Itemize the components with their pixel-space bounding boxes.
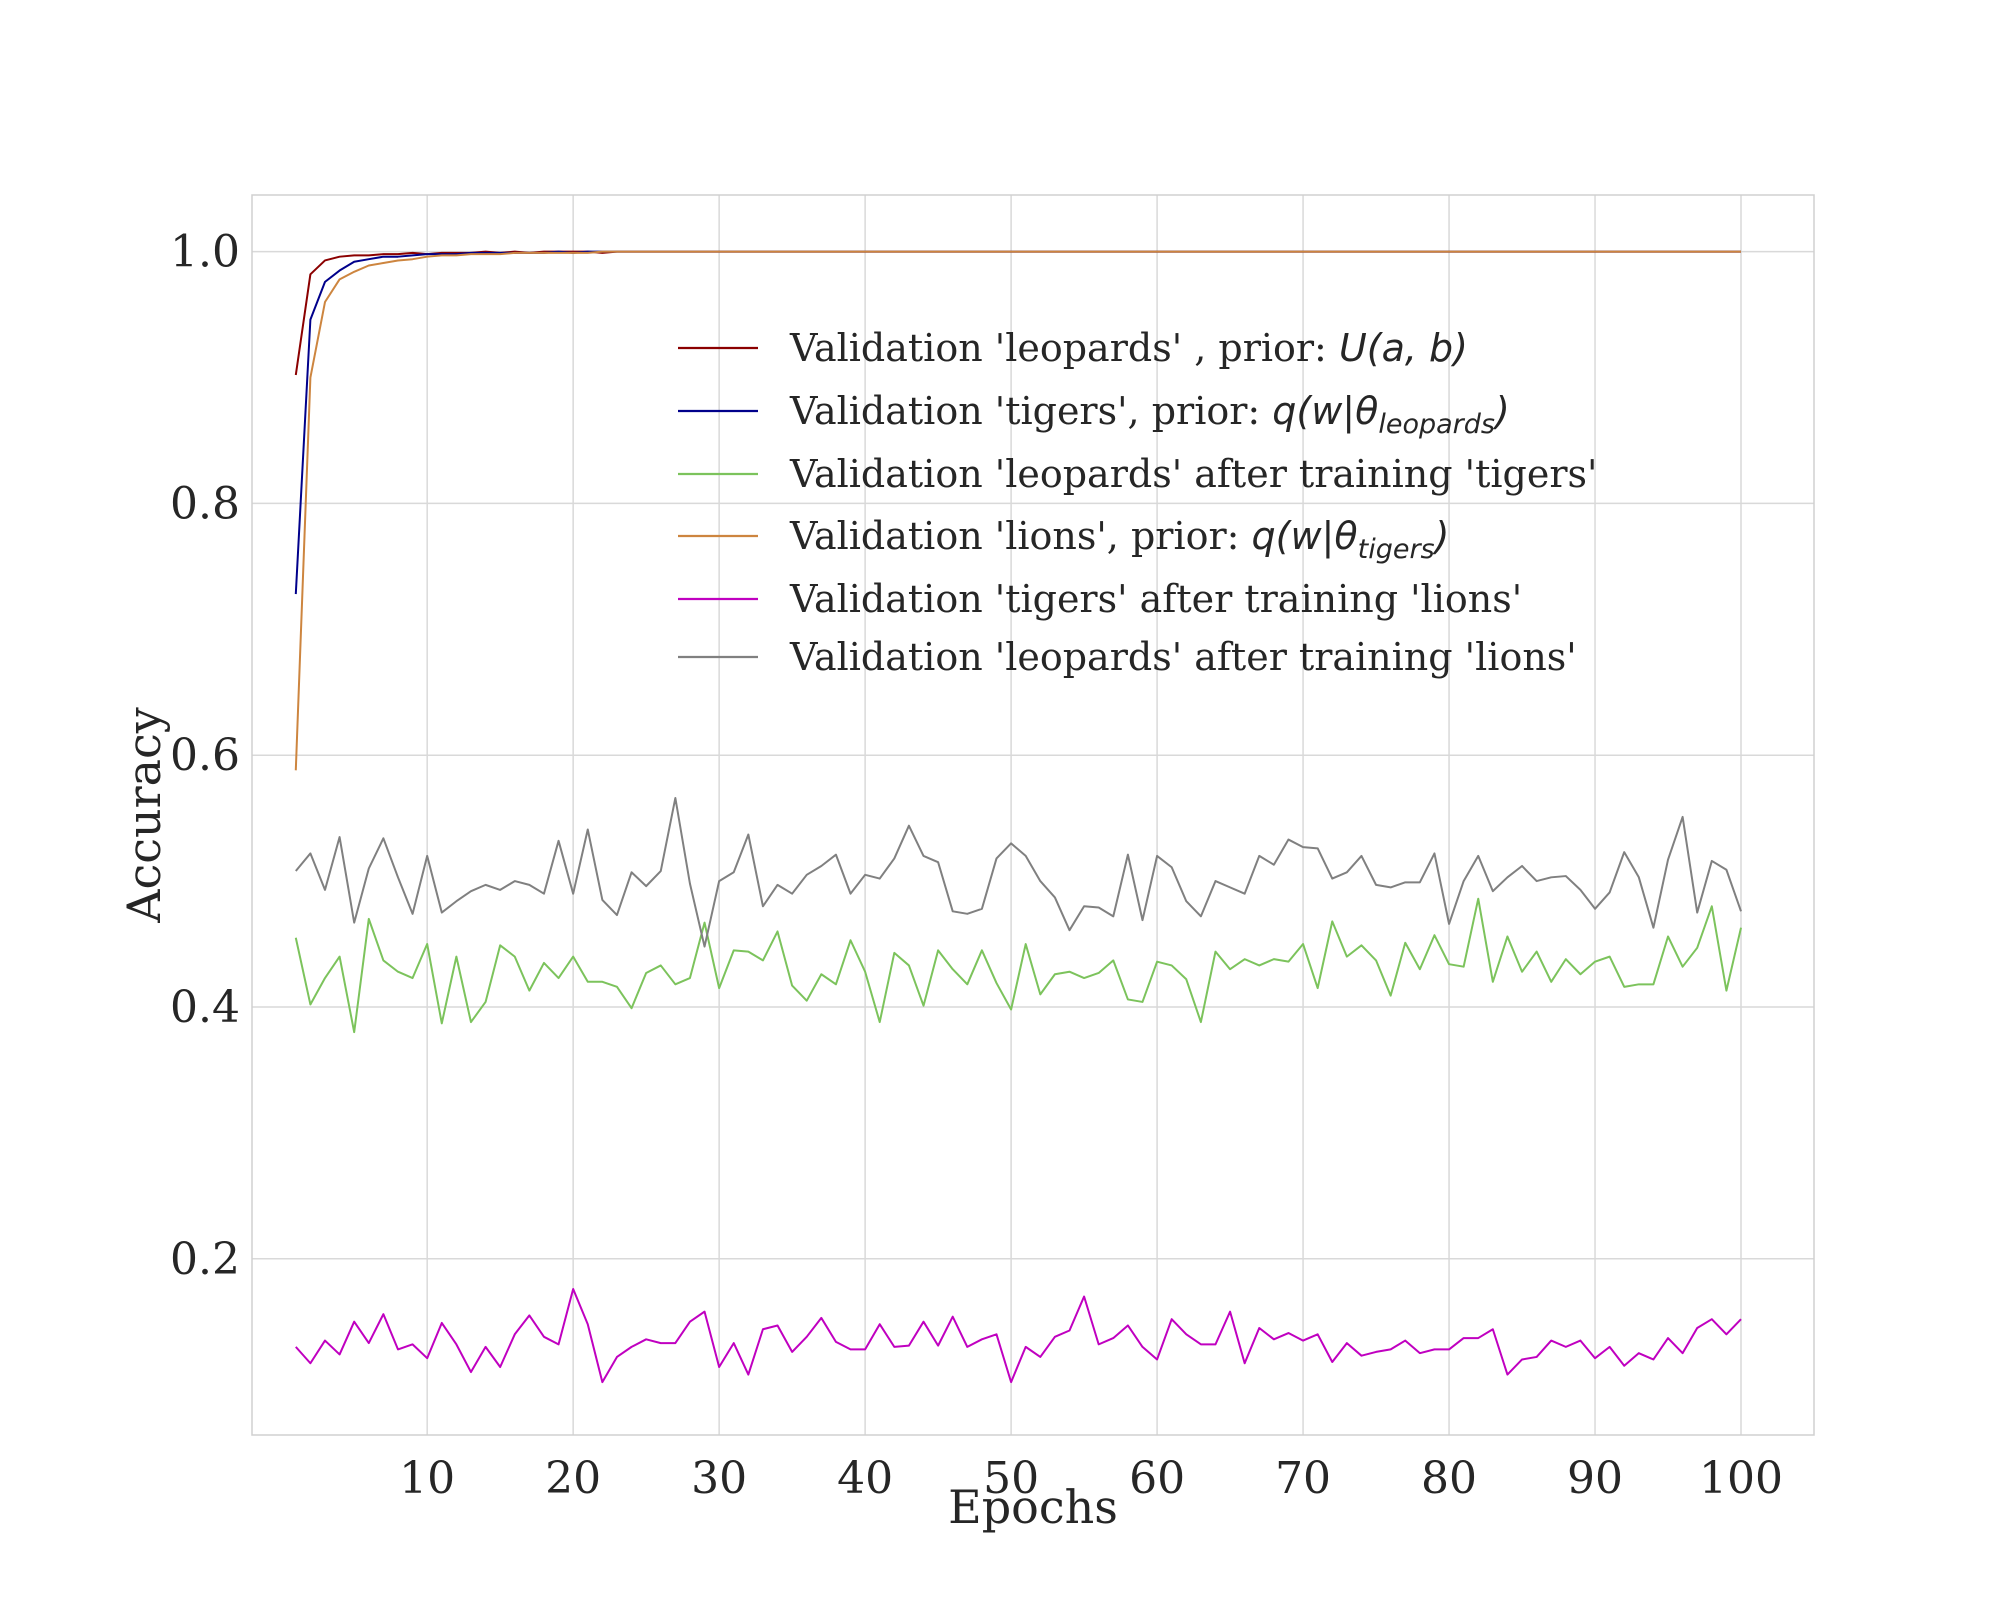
y-tick-label: 0.8	[170, 478, 240, 529]
x-tick-label: 10	[399, 1453, 455, 1504]
series-line-4	[294, 250, 1742, 771]
legend-entry-3: Validation 'leopards' after training 'ti…	[789, 452, 1597, 496]
legend-entry-5: Validation 'tigers' after training 'lion…	[789, 577, 1522, 621]
series-line-6	[295, 797, 1742, 948]
x-tick-label: 30	[691, 1453, 747, 1504]
x-tick-label: 50	[983, 1453, 1039, 1504]
legend-entry-4: Validation 'lions', prior: q(w|θtigers)	[789, 514, 1449, 565]
x-tick-label: 70	[1275, 1453, 1331, 1504]
legend-text: Validation 'leopards' after training 'li…	[789, 635, 1577, 679]
legend-entry-1: Validation 'leopards' , prior: U(a, b)	[789, 326, 1468, 370]
legend: Validation 'leopards' , prior: U(a, b)Va…	[678, 326, 1597, 679]
legend-math: q(w|θ	[1252, 514, 1358, 559]
y-tick-label: 0.2	[170, 1234, 240, 1285]
y-tick-label: 0.6	[170, 730, 240, 781]
y-tick-label: 1.0	[170, 227, 240, 278]
legend-math: q(w|θ	[1272, 389, 1378, 434]
series-line-5	[295, 1287, 1742, 1384]
legend-text: Validation 'lions', prior:	[789, 514, 1252, 558]
legend-math: U(a, b)	[1339, 326, 1468, 370]
x-tick-label: 80	[1421, 1453, 1477, 1504]
y-axis-label: Accuracy	[117, 707, 171, 924]
y-tick-label: 0.4	[170, 982, 240, 1033]
legend-subscript: tigers	[1358, 534, 1435, 565]
legend-text: Validation 'tigers' after training 'lion…	[789, 577, 1522, 621]
x-tick-label: 20	[545, 1453, 601, 1504]
legend-entry-6: Validation 'leopards' after training 'li…	[789, 635, 1577, 679]
series-line-3	[294, 897, 1742, 1034]
x-tick-label: 60	[1129, 1453, 1185, 1504]
legend-text: Validation 'tigers', prior:	[789, 389, 1272, 433]
x-tick-label: 100	[1699, 1453, 1783, 1504]
legend-math-end: )	[1492, 389, 1510, 433]
series-lines	[294, 250, 1742, 1384]
legend-math-end: )	[1432, 514, 1450, 558]
x-tick-label: 90	[1567, 1453, 1623, 1504]
legend-subscript: leopards	[1378, 409, 1495, 440]
x-tick-label: 40	[837, 1453, 893, 1504]
tick-labels: 0.2 0.4 0.6 0.8 1.0 10 20 30 40 50 60 70 80 90 100	[170, 227, 1783, 1504]
plot-frame	[251, 194, 1815, 1436]
x-axis-label: Epochs	[948, 1480, 1118, 1534]
legend-text: Validation 'leopards' , prior:	[789, 326, 1339, 370]
legend-entry-2: Validation 'tigers', prior: q(w|θleopard…	[789, 389, 1510, 440]
legend-text: Validation 'leopards' after training 'ti…	[789, 452, 1597, 496]
